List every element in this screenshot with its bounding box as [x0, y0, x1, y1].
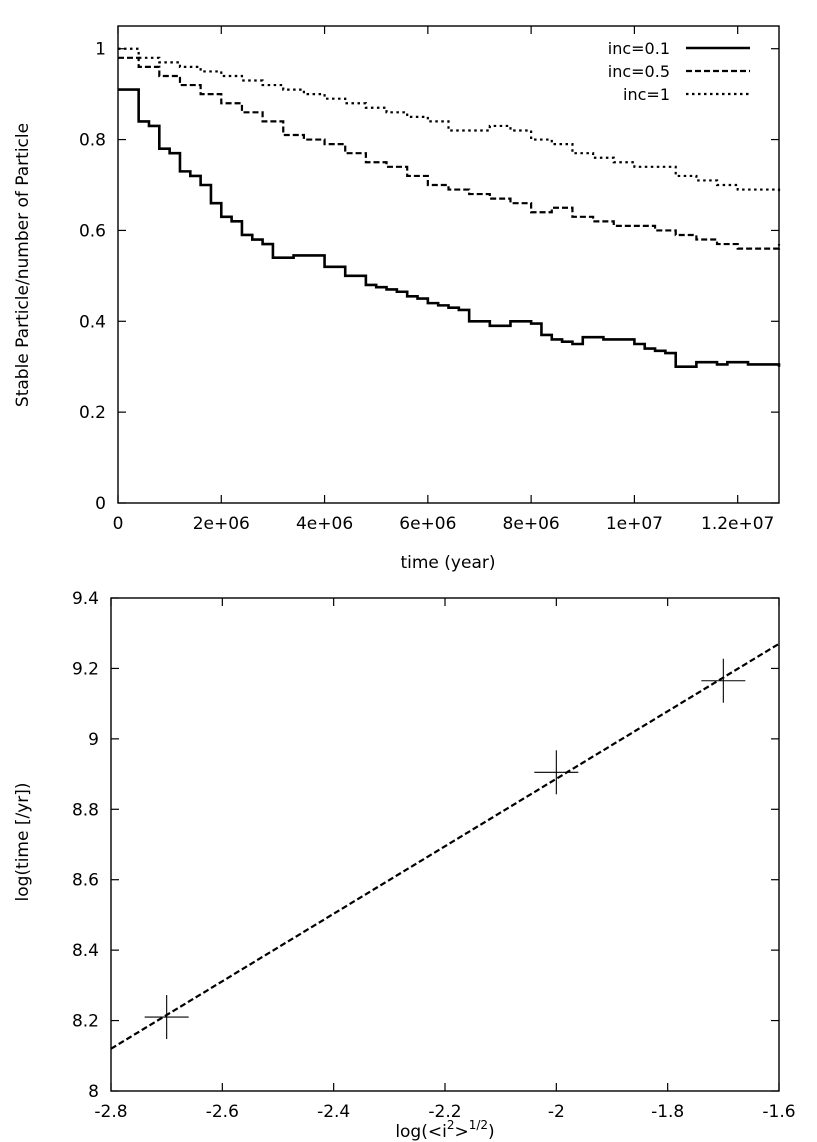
chart-top-x-tick-label: 6e+06: [399, 514, 456, 534]
chart-top-y-tick-label: 1: [95, 40, 106, 60]
chart-top-x-tick-label: 0: [113, 514, 124, 534]
chart-top-x-tick-label: 8e+06: [503, 514, 560, 534]
chart-bottom-y-tick-label: 8.6: [72, 871, 99, 891]
chart-bottom-plot-frame: [110, 597, 780, 1092]
chart-bottom-y-tick-label: 8.2: [72, 1012, 99, 1032]
legend-label: inc=1: [623, 85, 670, 104]
series-line-inc-0-5: [118, 56, 781, 250]
chart-top-stability: 0 2e+06 4e+06 6e+06 8e+06 1e+07 1.2e+07 0 0.2 0.4…: [13, 25, 781, 573]
fit-line: [110, 642, 780, 1050]
data-point-cross: [144, 995, 189, 1040]
chart-bottom-y-tick-label: 8: [88, 1082, 99, 1102]
chart-bottom-x-tick-label: -1.8: [651, 1102, 684, 1122]
chart-bottom-y-tick-label: 9.2: [72, 659, 99, 679]
chart-bottom-y-tick-label: 8.8: [72, 800, 99, 820]
chart-top-x-axis-label: time (year): [400, 553, 495, 573]
chart-bottom-x-tick-label: -2.6: [206, 1102, 239, 1122]
chart-bottom-series: [110, 642, 780, 1050]
data-point-cross: [534, 750, 579, 795]
chart-bottom-x-tick-label: -1.6: [762, 1102, 795, 1122]
chart-bottom-x-tick-label: -2: [548, 1102, 565, 1122]
chart-top-y-axis-label: Stable Particle/number of Particle: [13, 123, 33, 407]
chart-bottom-x-tick-label: -2.8: [94, 1102, 127, 1122]
chart-top-x-tick-label: 1e+07: [606, 514, 663, 534]
chart-bottom-loglog: -2.8 -2.6 -2.4 -2.2 -2 -1.8 -1.6 8 8.2 8.4 8.6 8.8 9…: [13, 589, 796, 1142]
chart-bottom-y-tick-label: 9.4: [72, 589, 99, 609]
series-line-inc-1: [118, 47, 781, 195]
chart-top-y-tick-label: 0: [95, 494, 106, 514]
chart-top-plot-frame: [117, 25, 780, 504]
legend-label: inc=0.5: [608, 62, 670, 81]
chart-top-ticks: 0 2e+06 4e+06 6e+06 8e+06 1e+07 1.2e+07 0 0.2 0.4…: [79, 26, 779, 534]
chart-top-y-tick-label: 0.6: [79, 221, 106, 241]
chart-bottom-ticks: -2.8 -2.6 -2.4 -2.2 -2 -1.8 -1.6 8 8.2 8.4 8.6 8.8 9…: [72, 589, 796, 1122]
chart-bottom-y-tick-label: 8.4: [72, 941, 99, 961]
chart-top-y-tick-label: 0.4: [79, 312, 106, 332]
chart-bottom-y-tick-label: 9: [88, 730, 99, 750]
legend-label: inc=0.1: [608, 39, 670, 58]
chart-bottom-y-axis-label: log(time [/yr]): [13, 782, 33, 901]
data-point-cross: [701, 658, 746, 703]
chart-top-x-tick-label: 4e+06: [296, 514, 353, 534]
chart-top-x-tick-label: 2e+06: [193, 514, 250, 534]
chart-bottom-x-tick-label: -2.2: [428, 1102, 461, 1122]
chart-bottom-x-axis-label: log(<i2>1/2): [395, 1118, 494, 1142]
chart-top-legend: inc=0.1 inc=0.5 inc=1: [608, 39, 750, 104]
series-line-inc-0-1: [118, 88, 781, 369]
chart-top-y-tick-label: 0.2: [79, 403, 106, 423]
chart-top-x-tick-label: 1.2e+07: [701, 514, 774, 534]
chart-bottom-x-tick-label: -2.4: [317, 1102, 350, 1122]
chart-top-y-tick-label: 0.8: [79, 131, 106, 151]
chart-top-series: [118, 47, 781, 369]
